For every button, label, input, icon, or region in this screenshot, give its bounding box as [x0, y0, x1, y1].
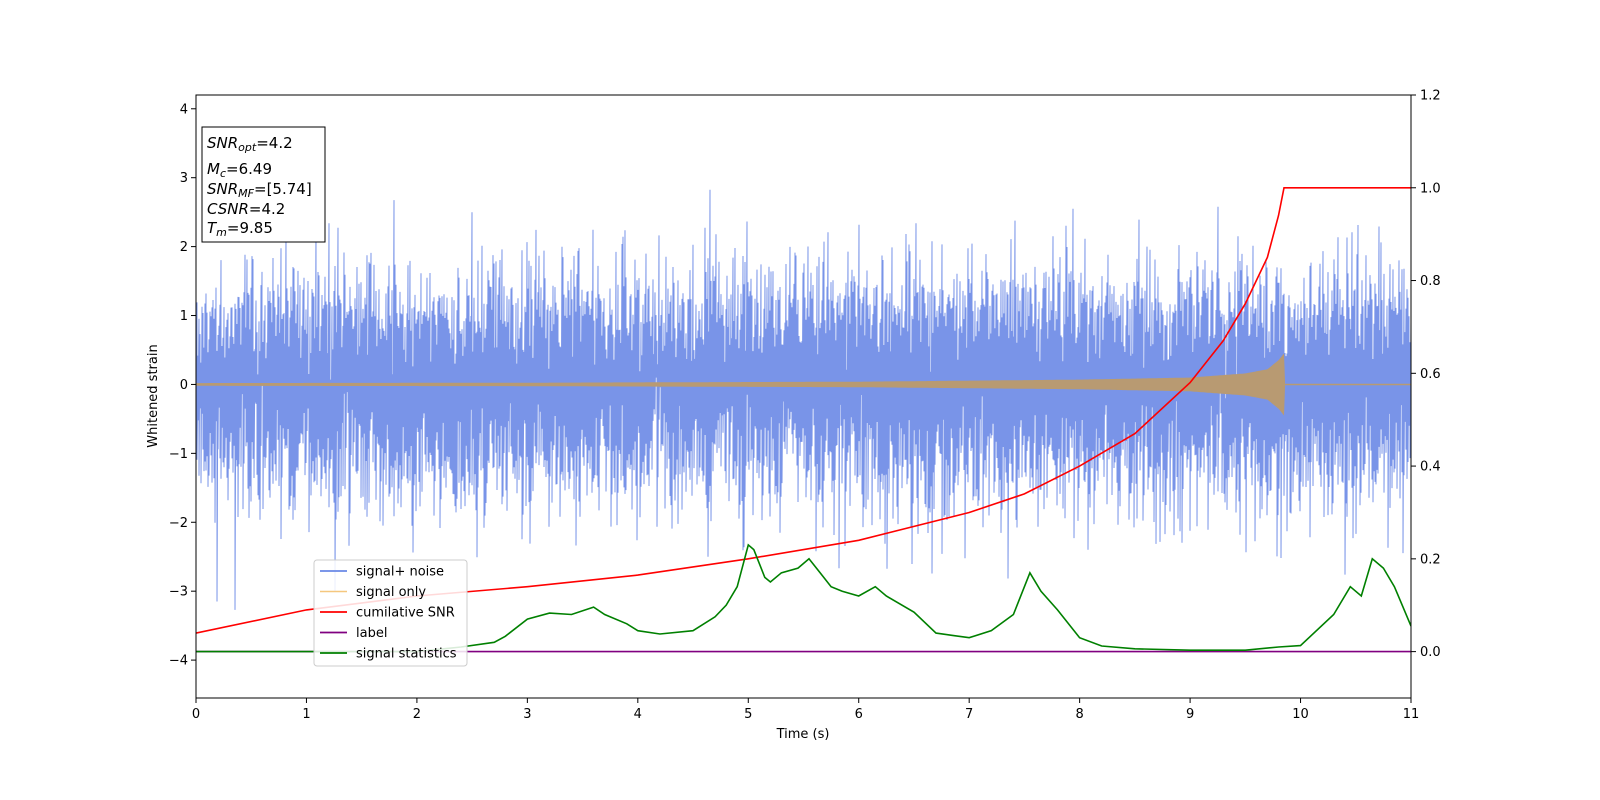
x-tick: 0	[192, 698, 200, 722]
legend-entry: signal only	[320, 585, 426, 600]
x-axis: 0 1 2 3 4 5 6 7 8 9 10 11	[192, 698, 1419, 722]
x-tick-label: 5	[744, 707, 752, 722]
y-right-tick: 0.0	[1411, 645, 1441, 660]
x-tick: 11	[1403, 698, 1420, 722]
y-left-tick: −4	[169, 654, 196, 669]
y-left-tick: −1	[169, 447, 196, 462]
x-tick: 8	[1075, 698, 1084, 722]
plot-area	[196, 187, 1411, 653]
legend-entry: signal statistics	[320, 647, 457, 662]
x-tick: 2	[413, 698, 421, 722]
legend-label: label	[356, 626, 387, 641]
y-left-tick-label: 1	[180, 309, 188, 324]
y-right-tick-label: 1.2	[1420, 89, 1441, 104]
legend-label: signal only	[356, 585, 426, 600]
y-left-tick: 3	[180, 171, 196, 186]
y-left-tick-label: 3	[180, 171, 188, 186]
y-left-tick: 4	[180, 102, 196, 117]
y-right-tick: 0.6	[1411, 367, 1441, 382]
y-left-tick-label: 2	[180, 240, 188, 255]
info-csnr: CSNR=4.2	[207, 200, 285, 218]
y-left-tick-label: 4	[180, 102, 188, 117]
y-axis-label: Whitened strain	[146, 344, 161, 447]
y-left-tick: 1	[180, 309, 196, 324]
y-right-tick-label: 0.0	[1420, 645, 1441, 660]
y-right-tick-label: 0.4	[1420, 460, 1441, 475]
x-tick-label: 10	[1292, 707, 1309, 722]
signal-statistics-series	[196, 543, 1411, 653]
x-tick: 6	[855, 698, 863, 722]
y-left-tick-label: −3	[169, 585, 188, 600]
y-right-tick: 1.0	[1411, 181, 1441, 196]
y-left-tick: −3	[169, 585, 196, 600]
x-tick-label: 2	[413, 707, 421, 722]
y-axis-left: −4 −3 −2 −1 0 1 2 3 4	[169, 102, 196, 669]
info-mc: Mc=6.49	[207, 160, 272, 180]
y-left-tick-label: −4	[169, 654, 188, 669]
y-right-tick: 0.8	[1411, 274, 1441, 289]
y-right-tick-label: 0.6	[1420, 367, 1441, 382]
x-tick-label: 1	[302, 707, 310, 722]
x-tick-label: 11	[1403, 707, 1420, 722]
y-left-tick-label: −1	[169, 447, 188, 462]
info-box: SNRopt=4.2 Mc=6.49 SNRMF=[5.74] CSNR=4.2…	[201, 126, 326, 243]
y-left-tick-label: −2	[169, 516, 188, 531]
y-right-tick: 0.2	[1411, 552, 1441, 567]
legend-label: signal statistics	[356, 647, 457, 662]
cumulative-snr-series	[196, 187, 1411, 634]
info-snr-opt: SNRopt=4.2	[207, 134, 293, 154]
plot-frame	[195, 94, 1412, 699]
y-left-tick: 2	[180, 240, 196, 255]
x-tick-label: 9	[1186, 707, 1194, 722]
legend-entry: cumilative SNR	[320, 606, 455, 621]
legend: signal+ noise signal only cumilative SNR la…	[313, 559, 468, 667]
x-tick: 9	[1186, 698, 1194, 722]
y-right-tick-label: 0.2	[1420, 552, 1441, 567]
x-tick-label: 8	[1075, 707, 1083, 722]
y-right-tick: 1.2	[1411, 89, 1441, 104]
info-snr-mf: SNRMF=[5.74]	[207, 180, 312, 200]
legend-entry: signal+ noise	[320, 565, 444, 580]
x-tick: 7	[965, 698, 973, 722]
legend-entry: label	[320, 626, 387, 641]
y-right-tick-label: 0.8	[1420, 274, 1441, 289]
y-left-tick: −2	[169, 516, 196, 531]
info-tm: Tm=9.85	[207, 219, 273, 239]
x-tick-label: 7	[965, 707, 973, 722]
x-tick: 4	[634, 698, 642, 722]
x-tick: 5	[744, 698, 752, 722]
x-tick-label: 3	[523, 707, 531, 722]
y-axis-right: 0.0 0.2 0.4 0.6 0.8 1.0 1.2	[1411, 89, 1441, 660]
x-tick-label: 6	[855, 707, 863, 722]
x-tick: 1	[302, 698, 311, 722]
x-tick: 10	[1292, 698, 1309, 722]
x-axis-label: Time (s)	[776, 727, 830, 742]
y-right-tick: 0.4	[1411, 460, 1441, 475]
x-tick-label: 4	[634, 707, 642, 722]
y-left-tick: 0	[180, 378, 196, 393]
legend-label: signal+ noise	[356, 565, 444, 580]
y-right-tick-label: 1.0	[1420, 181, 1441, 196]
legend-label: cumilative SNR	[356, 606, 455, 621]
x-tick-label: 0	[192, 707, 200, 722]
signal-noise-series	[196, 189, 1411, 610]
y-left-tick-label: 0	[180, 378, 188, 393]
x-tick: 3	[523, 698, 532, 722]
